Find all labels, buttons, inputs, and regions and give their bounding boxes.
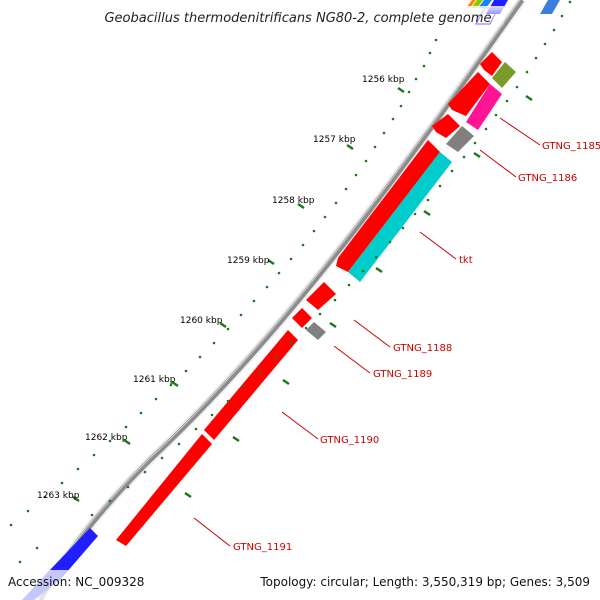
gene-label-gtng-1185: GTNG_1185 [542, 141, 600, 152]
gene-arrow-olive [492, 62, 516, 88]
kbp-label-1259: 1259 kbp [227, 256, 270, 266]
kbp-labels: 1256 kbp 1257 kbp 1258 kbp 1259 kbp 1260… [37, 75, 405, 501]
gene-arrow-red-1190 [204, 330, 298, 440]
gene-label-tkt: tkt [459, 255, 473, 266]
kbp-label-1263: 1263 kbp [37, 491, 80, 501]
kbp-label-1262: 1262 kbp [85, 433, 128, 443]
inner-major-ticks [184, 94, 533, 499]
forward-strand-genes [116, 52, 502, 546]
gene-label-gtng-1191: GTNG_1191 [233, 542, 292, 553]
gene-arrow-red-1185 [448, 72, 490, 116]
gene-leader-lines [193, 117, 541, 547]
gene-arrow-gray-1189 [306, 322, 326, 340]
gene-arrow-gray-1186 [446, 126, 474, 152]
gene-label-gtng-1188: GTNG_1188 [393, 343, 452, 354]
gene-arrow-top-right-blue [540, 0, 560, 14]
gene-arrow-cyan-tkt [348, 152, 452, 282]
gene-arrow-red-1186 [432, 114, 460, 138]
map-title: Geobacillus thermodenitrificans NG80-2, … [104, 11, 491, 26]
kbp-label-1261: 1261 kbp [133, 375, 176, 385]
gene-labels: GTNG_1185 GTNG_1186 tkt GTNG_1188 GTNG_1… [233, 141, 600, 553]
gene-label-gtng-1186: GTNG_1186 [518, 173, 577, 184]
kbp-label-1258: 1258 kbp [272, 196, 315, 206]
outer-major-ticks [72, 86, 405, 503]
gene-label-gtng-1190: GTNG_1190 [320, 435, 379, 446]
gene-arrow-red-1191 [116, 434, 212, 546]
accession-text: Accession: NC_009328 [8, 575, 144, 589]
kbp-label-1257: 1257 kbp [313, 135, 356, 145]
gene-arrow-magenta [466, 84, 502, 130]
gene-arrow-tkt-red [336, 140, 440, 272]
gene-arrow-red-1188 [306, 282, 336, 310]
topology-info-text: Topology: circular; Length: 3,550,319 bp… [259, 575, 590, 589]
genome-backbone [36, 0, 526, 600]
gene-arrow-blue-bottom [48, 528, 98, 580]
gene-arrow-red-1189 [292, 308, 312, 328]
kbp-label-1256: 1256 kbp [362, 75, 405, 85]
kbp-label-1260: 1260 kbp [180, 316, 223, 326]
inner-dot-ring [90, 0, 572, 517]
gene-arrow-top-red [480, 52, 502, 76]
outer-dot-ring [9, 38, 438, 564]
gene-label-gtng-1189: GTNG_1189 [373, 369, 432, 380]
